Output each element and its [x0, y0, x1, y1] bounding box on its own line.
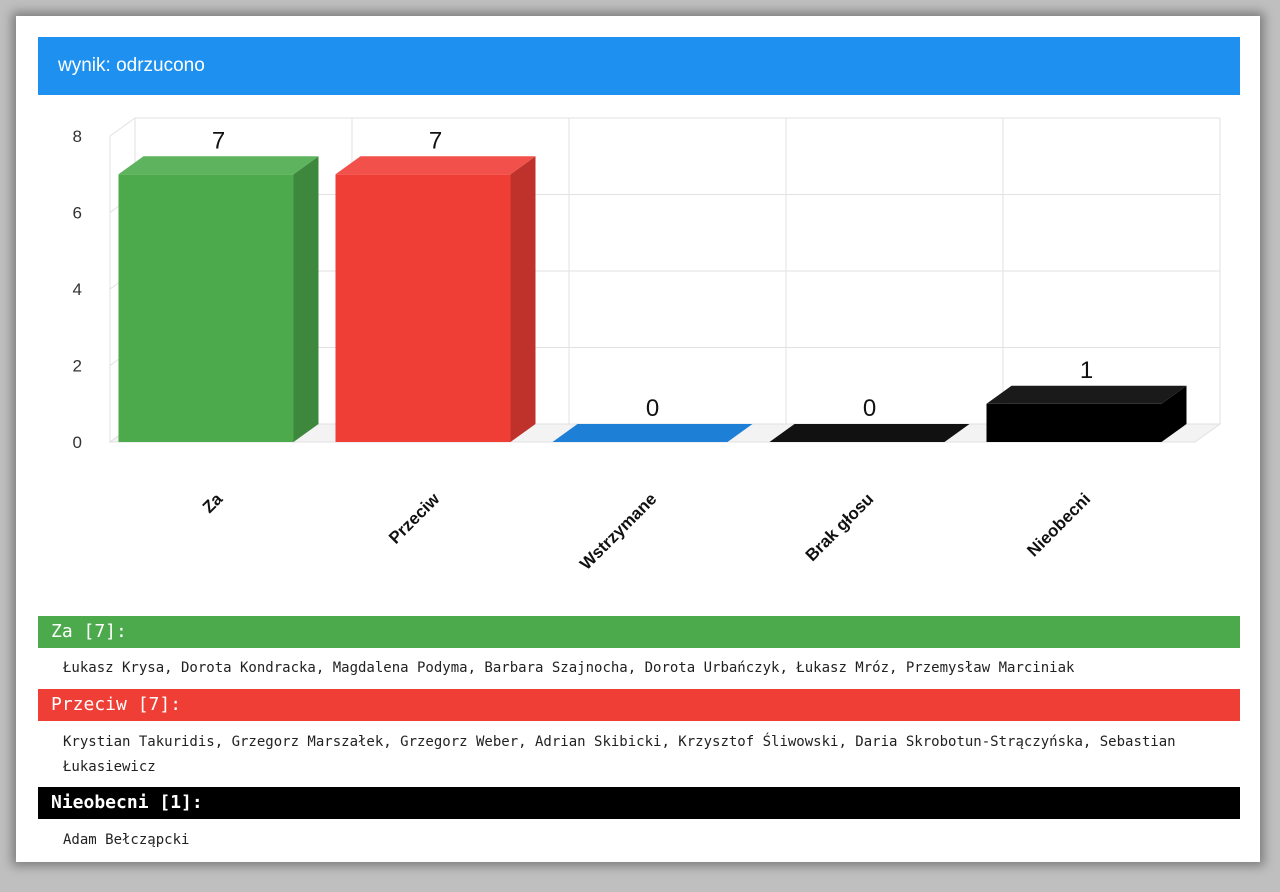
result-header: wynik: odrzucono	[38, 37, 1240, 95]
x-category-label: Przeciw	[385, 489, 444, 548]
bar-1-side	[510, 156, 536, 442]
y-tick-label: 2	[73, 357, 82, 376]
bar-value-label: 7	[429, 127, 442, 154]
gridline-side	[109, 117, 136, 137]
section-nieobecni-title: Nieobecni [1]:	[51, 792, 203, 813]
bar-1-front	[335, 174, 511, 442]
vote-bar-chart: 0 2 4 6 8 7 Za 7 Przeciw 0 Wstrzymane 0 Brak głosu 1 N…	[73, 117, 1222, 574]
section-nieobecni-header: Nieobecni [1]:	[38, 787, 1240, 819]
section-za-title: Za [7]:	[51, 621, 127, 642]
y-tick-label: 0	[73, 433, 82, 452]
y-tick-label: 4	[73, 280, 82, 299]
y-tick-label: 6	[73, 204, 82, 223]
bar-4-front	[986, 403, 1162, 442]
bar-0-front	[118, 174, 294, 442]
bar-4-side	[1161, 385, 1187, 442]
section-nieobecni-names: Adam Bełcząpcki	[63, 832, 190, 848]
bar-0-side	[293, 156, 319, 442]
bar-4-top	[986, 385, 1187, 404]
bar-value-label: 0	[646, 395, 659, 422]
bar-value-label: 0	[863, 395, 876, 422]
bar-value-label: 1	[1080, 357, 1093, 384]
bar-2-top	[552, 424, 753, 442]
x-category-label: Za	[199, 489, 227, 517]
bar-3-top	[769, 424, 970, 442]
section-przeciw-names: Krystian Takuridis, Grzegorz Marszałek, …	[63, 734, 1176, 775]
bar-value-label: 7	[212, 127, 225, 154]
x-category-label: Wstrzymane	[576, 489, 660, 573]
y-tick-label: 8	[73, 127, 82, 146]
section-za-header: Za [7]:	[38, 616, 1240, 648]
section-za-names: Łukasz Krysa, Dorota Kondracka, Magdalen…	[63, 660, 1075, 676]
result-title: wynik: odrzucono	[58, 55, 205, 76]
x-category-label: Nieobecni	[1023, 489, 1094, 560]
section-przeciw-title: Przeciw [7]:	[51, 694, 182, 715]
bar-1-top	[335, 156, 536, 175]
section-przeciw-header: Przeciw [7]:	[38, 689, 1240, 721]
x-category-label: Brak głosu	[802, 489, 878, 565]
bar-0-top	[118, 156, 319, 175]
